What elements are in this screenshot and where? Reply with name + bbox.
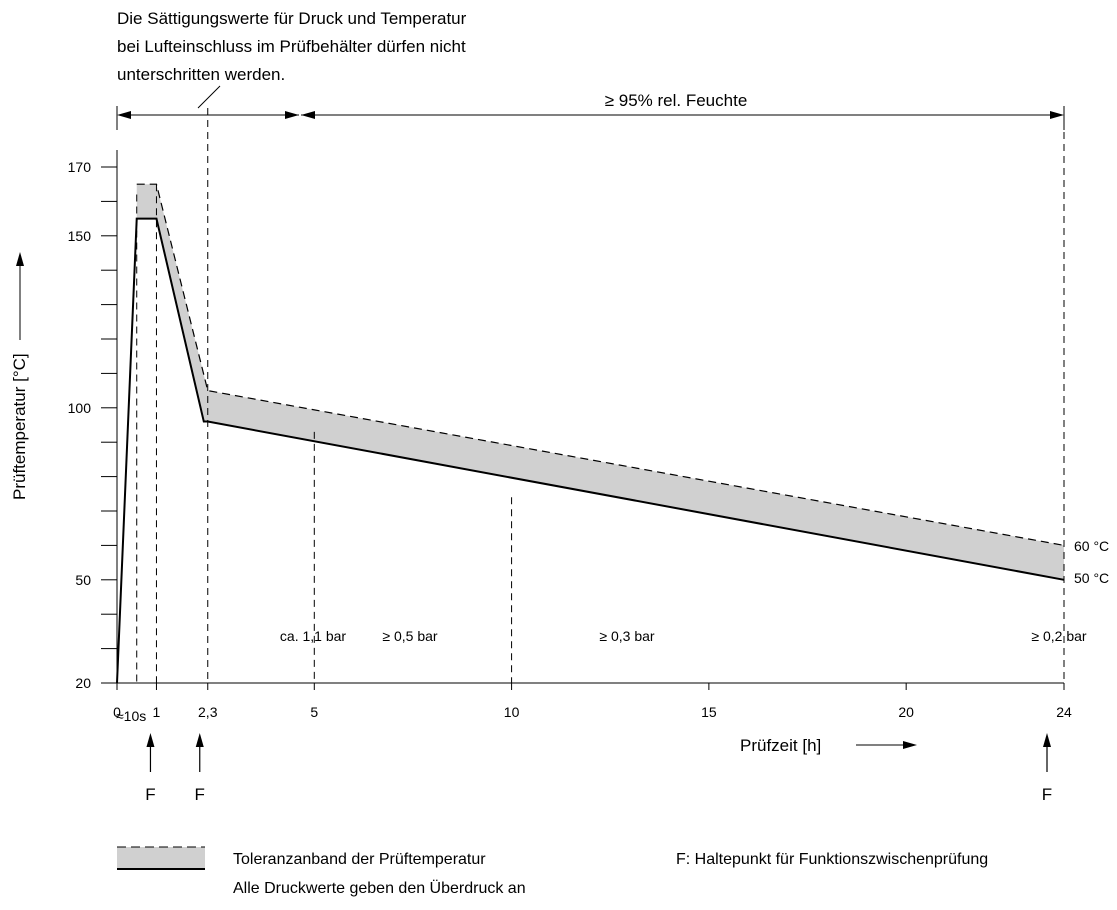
x-tick-label: 0 (113, 704, 121, 720)
legend-f-note: F: Haltepunkt für Funktionszwischenprüfu… (676, 851, 988, 868)
top-note-line-3: unterschritten werden. (117, 65, 285, 84)
end-label-60: 60 °C (1074, 538, 1109, 554)
y-ticks-layer: 20 50 100 150 170 (68, 159, 117, 691)
x-tick-label: 24 (1056, 704, 1072, 720)
y-axis-arrowhead (16, 252, 24, 266)
x-tick-label: 15 (701, 704, 717, 720)
top-note-line-1: Die Sättigungswerte für Druck und Temper… (117, 9, 467, 28)
f-arrowhead (146, 733, 155, 747)
x-tick-label: 2,3 (198, 704, 218, 720)
lower-tolerance-curve (116, 217, 1065, 684)
y-tick-label: 50 (75, 572, 91, 588)
arrowhead-right-1 (285, 111, 299, 119)
legend-band-swatch (117, 847, 205, 869)
y-tick-label: 100 (68, 400, 92, 416)
arrowhead-left-1 (117, 111, 131, 119)
tolerance-band-layer (136, 184, 1064, 580)
legend-pressure-note: Alle Druckwerte geben den Überdruck an (233, 879, 526, 897)
y-tick-label: 20 (75, 675, 91, 691)
tolerance-band (136, 184, 1064, 580)
x-axis-label: Prüfzeit [h] (740, 736, 821, 755)
x-tick-label: 5 (310, 704, 318, 720)
x-tick-label: 20 (898, 704, 914, 720)
humidity-label: ≥ 95% rel. Feuchte (605, 91, 748, 110)
f-marker-label: F (145, 785, 155, 804)
x-axis-arrowhead (903, 741, 917, 749)
y-tick-label: 150 (68, 228, 92, 244)
guide-lines-layer (136, 108, 1065, 683)
y-axis-label: Prüftemperatur [°C] (10, 353, 29, 500)
x-note-10s: ≈10s (116, 708, 146, 724)
pressure-label-1: ca. 1,1 bar (280, 628, 346, 644)
top-note-pointer (197, 85, 221, 109)
pressure-label-3: ≥ 0,3 bar (599, 628, 654, 644)
x-tick-label: 1 (153, 704, 161, 720)
legend-band-label: Toleranzanband der Prüftemperatur (233, 851, 486, 868)
f-marker-label: F (195, 785, 205, 804)
f-marker-label: F (1042, 785, 1052, 804)
pressure-label-4: ≥ 0,2 bar (1031, 628, 1086, 644)
f-arrowhead (1043, 733, 1051, 747)
arrowhead-left-2 (301, 111, 315, 119)
f-arrowhead (195, 733, 204, 747)
top-note-line-2: bei Lufteinschluss im Prüfbehälter dürfe… (117, 37, 466, 56)
upper-tolerance-curve (136, 183, 1065, 546)
y-tick-label: 170 (68, 159, 92, 175)
arrowhead-right-2 (1050, 111, 1064, 119)
x-tick-label: 10 (504, 704, 520, 720)
end-label-50: 50 °C (1074, 570, 1109, 586)
curve-layer (116, 183, 1065, 684)
pressure-label-2: ≥ 0,5 bar (382, 628, 437, 644)
x-ticks-layer: 0 1 2,3 5 10 15 20 24 (113, 683, 1072, 720)
